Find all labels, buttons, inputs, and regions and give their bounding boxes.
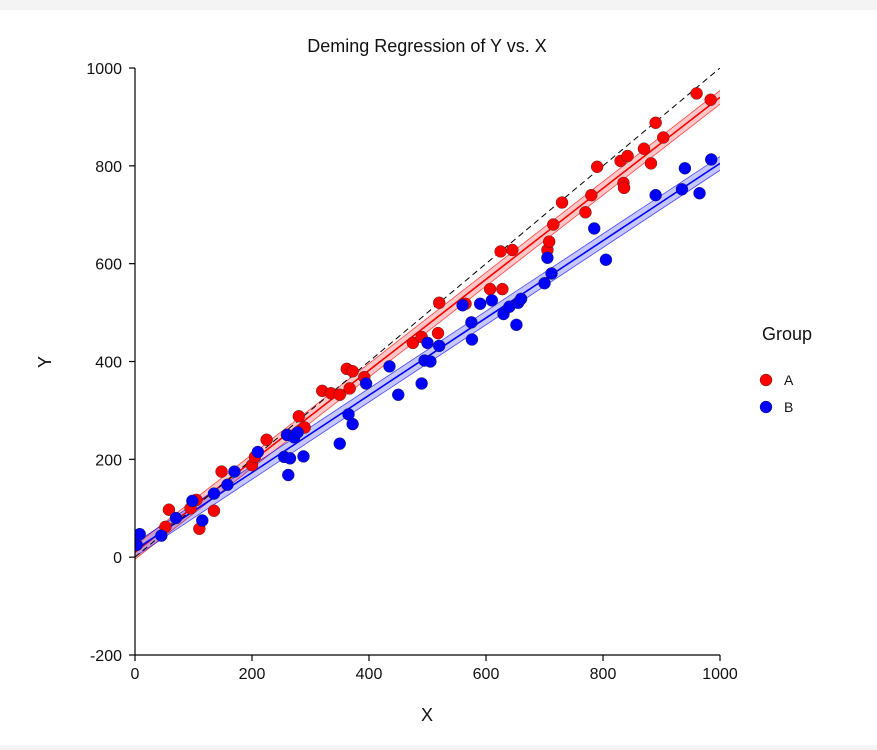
data-point-a xyxy=(260,433,273,446)
data-point-a xyxy=(585,188,598,202)
legend-label-a: A xyxy=(784,372,794,388)
x-axis: 0 200 400 600 800 1000 xyxy=(131,654,738,683)
data-point-b xyxy=(346,417,359,431)
data-point-a xyxy=(207,504,221,517)
data-point-b xyxy=(228,465,241,478)
x-tick-label: 1000 xyxy=(702,666,738,683)
x-tick-label: 200 xyxy=(239,666,266,683)
data-point-b xyxy=(538,277,551,290)
legend-title: Group xyxy=(762,324,812,344)
data-point-b xyxy=(135,538,143,552)
data-point-b xyxy=(291,426,304,439)
data-point-a xyxy=(494,245,507,258)
chart-title: Deming Regression of Y vs. X xyxy=(307,36,546,56)
data-point-a xyxy=(433,296,446,309)
y-tick-label: 0 xyxy=(113,550,122,567)
identity-line xyxy=(135,68,720,558)
data-point-b xyxy=(678,162,692,175)
data-point-b xyxy=(456,299,469,312)
data-point-a xyxy=(590,160,604,174)
y-axis: -200 0 200 400 600 800 1000 xyxy=(86,61,136,665)
data-point-b xyxy=(415,377,428,390)
legend-marker-a xyxy=(759,373,773,387)
data-point-b xyxy=(705,153,718,166)
x-tick-label: 0 xyxy=(131,666,140,683)
data-point-b xyxy=(282,468,295,482)
data-point-b xyxy=(675,183,689,196)
data-point-b xyxy=(135,527,146,541)
data-point-a xyxy=(704,93,717,106)
data-point-b xyxy=(421,336,434,350)
data-point-b xyxy=(693,187,706,200)
data-point-b xyxy=(473,297,487,310)
data-point-a xyxy=(496,282,509,296)
x-tick-label: 400 xyxy=(356,666,383,683)
data-point-a xyxy=(483,282,497,296)
data-point-a xyxy=(406,336,420,350)
y-tick-label: 600 xyxy=(95,257,122,274)
data-point-b xyxy=(465,316,478,329)
data-point-a xyxy=(506,243,519,257)
data-point-b xyxy=(283,452,297,465)
data-point-a xyxy=(333,388,346,401)
chart-panel: Deming Regression of Y vs. X 0 200 400 600 8… xyxy=(0,10,877,745)
y-tick-label: 1000 xyxy=(86,61,122,78)
plot-content xyxy=(135,68,720,560)
data-point-b xyxy=(333,437,346,450)
data-point-a xyxy=(621,149,634,163)
data-point-a xyxy=(431,326,445,340)
data-point-a xyxy=(637,142,651,155)
data-point-b xyxy=(196,514,209,527)
deming-regression-chart: Deming Regression of Y vs. X 0 200 400 600 8… xyxy=(35,36,812,725)
x-tick-label: 800 xyxy=(590,666,617,683)
data-point-b xyxy=(383,360,396,373)
data-point-b xyxy=(541,251,554,264)
data-point-a xyxy=(644,157,658,170)
data-point-b xyxy=(465,333,479,346)
data-point-a xyxy=(215,465,228,478)
legend-label-b: B xyxy=(784,399,793,415)
data-point-b xyxy=(207,487,221,500)
data-point-a xyxy=(162,503,176,516)
data-point-b xyxy=(514,292,528,306)
band-upper-b xyxy=(135,156,720,544)
data-point-a xyxy=(690,87,703,100)
data-point-b xyxy=(169,511,183,525)
data-point-b xyxy=(424,355,437,368)
legend: Group AB xyxy=(759,324,812,415)
data-point-a xyxy=(555,196,569,209)
x-axis-label: X xyxy=(421,705,433,725)
y-tick-label: 400 xyxy=(95,355,122,372)
data-point-b xyxy=(251,445,265,459)
y-tick-label: -200 xyxy=(90,648,122,665)
data-point-a xyxy=(542,235,556,248)
data-point-b xyxy=(297,450,310,463)
data-point-b xyxy=(588,222,601,235)
legend-marker-b xyxy=(759,400,773,414)
plot-area xyxy=(135,68,720,560)
data-point-b xyxy=(155,529,168,542)
data-point-a xyxy=(547,218,560,231)
data-point-a xyxy=(346,365,359,378)
data-point-b xyxy=(221,478,234,491)
data-point-b xyxy=(510,318,523,332)
data-point-a xyxy=(617,181,631,195)
y-tick-label: 200 xyxy=(95,452,122,469)
data-point-b xyxy=(545,267,558,280)
data-point-b xyxy=(433,339,446,353)
data-point-b xyxy=(649,188,662,202)
x-tick-label: 600 xyxy=(473,666,500,683)
data-point-a xyxy=(343,382,356,395)
data-point-a xyxy=(657,131,670,144)
data-point-a xyxy=(292,410,305,423)
y-axis-label: Y xyxy=(35,356,55,368)
data-point-b xyxy=(392,388,405,401)
data-point-b xyxy=(485,294,499,307)
data-point-b xyxy=(359,377,373,390)
data-point-b xyxy=(599,253,613,266)
y-tick-label: 800 xyxy=(95,159,122,176)
data-point-a xyxy=(579,206,592,219)
data-point-a xyxy=(649,116,662,129)
data-point-b xyxy=(186,494,199,508)
